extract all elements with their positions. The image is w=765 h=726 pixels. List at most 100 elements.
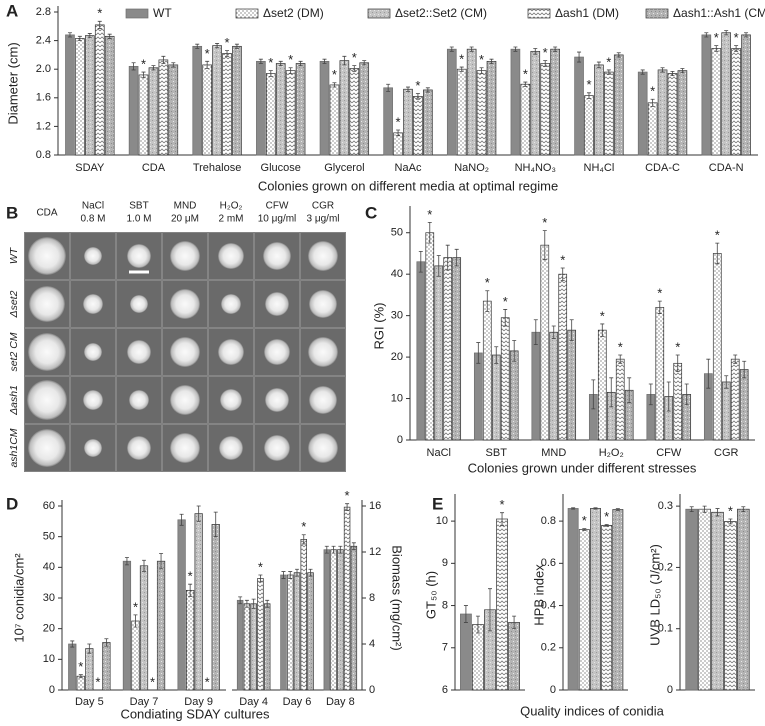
bar — [76, 675, 85, 691]
bar — [243, 603, 251, 691]
bar — [138, 74, 149, 156]
colony — [218, 339, 244, 365]
error-bar — [278, 60, 283, 67]
y-tick-label: 9 — [442, 557, 448, 569]
error-bar — [386, 83, 391, 92]
bar — [425, 232, 435, 441]
error-bar — [744, 32, 749, 38]
error-bar — [479, 67, 484, 74]
bar — [257, 578, 264, 691]
colony — [170, 433, 200, 463]
bar — [667, 73, 678, 156]
error-bar — [670, 70, 675, 77]
error-bar — [258, 58, 263, 64]
error-bar — [161, 55, 166, 64]
error-bar — [724, 375, 729, 389]
error-bar — [591, 379, 596, 410]
bar — [85, 648, 94, 691]
error-bar — [463, 605, 468, 623]
y-axis-label: Diameter (cm) — [5, 42, 20, 124]
error-bar — [724, 30, 729, 36]
bar — [578, 529, 590, 691]
bar — [647, 102, 658, 156]
legend-swatch — [367, 8, 391, 19]
significance-mark: * — [345, 488, 350, 503]
error-bar — [596, 61, 601, 69]
significance-mark: * — [332, 67, 337, 82]
bar — [263, 603, 271, 691]
error-bar — [215, 43, 220, 49]
significance-mark: * — [485, 275, 490, 290]
bar — [403, 88, 413, 156]
bar — [558, 273, 568, 441]
significance-mark: * — [523, 67, 528, 82]
legend-label: Δset2 (DM) — [263, 6, 324, 20]
error-bar — [418, 250, 423, 273]
y-tick-label: 30 — [391, 310, 403, 322]
error-bar — [141, 71, 146, 79]
bar — [597, 329, 607, 441]
x-tick-label: Day 9 — [184, 696, 213, 708]
x-tick-label: Trehalose — [193, 162, 242, 174]
colony — [29, 286, 65, 322]
significance-mark: * — [415, 78, 420, 93]
y-tick-label: 0.3 — [658, 500, 673, 512]
bar — [128, 65, 139, 156]
bar — [673, 362, 683, 441]
bar — [250, 603, 257, 691]
bar — [510, 48, 521, 156]
error-bar — [87, 643, 92, 654]
bar — [156, 560, 166, 691]
bar — [359, 62, 370, 156]
y-tick-label: 2.0 — [36, 63, 51, 75]
y-tick-label: 0 — [369, 684, 375, 696]
colony — [84, 247, 102, 265]
error-bar — [298, 60, 303, 67]
bar — [612, 509, 624, 691]
bar — [330, 549, 337, 691]
bar — [343, 506, 351, 691]
error-bar — [288, 67, 293, 74]
row-label: set2 CM — [8, 332, 20, 371]
error-bar — [702, 505, 707, 513]
colony — [219, 436, 243, 460]
colony — [28, 333, 66, 371]
bar — [712, 253, 722, 441]
bar — [594, 64, 604, 156]
colony — [83, 294, 103, 314]
error-bar — [741, 506, 746, 513]
bar — [466, 48, 477, 156]
bar — [637, 71, 648, 156]
bar — [148, 67, 159, 156]
column-header: 10 μg/ml — [258, 214, 297, 225]
bar — [590, 508, 601, 691]
colony — [220, 389, 242, 411]
bar — [186, 589, 195, 691]
bar — [177, 519, 186, 691]
bar — [285, 70, 296, 156]
colony — [84, 343, 102, 361]
bar — [383, 87, 393, 156]
colony — [130, 295, 148, 313]
panel-label: A — [6, 1, 18, 20]
error-bar — [680, 68, 685, 74]
panel-label: D — [6, 494, 18, 513]
colony — [170, 289, 200, 319]
colony — [170, 385, 200, 415]
y-tick-label: 0 — [550, 684, 556, 696]
bar — [158, 59, 169, 156]
bar — [68, 643, 77, 691]
error-bar — [104, 638, 109, 647]
bar — [94, 24, 105, 156]
bar — [349, 68, 360, 156]
error-bar — [244, 599, 249, 608]
significance-mark: * — [258, 559, 263, 574]
error-bar — [593, 507, 598, 510]
bar — [530, 50, 541, 156]
significance-mark: * — [618, 339, 623, 354]
error-bar — [159, 553, 164, 570]
bar — [721, 381, 731, 441]
x-tick-label: Day 6 — [283, 696, 312, 708]
error-bar — [459, 66, 464, 72]
bar — [202, 64, 212, 156]
